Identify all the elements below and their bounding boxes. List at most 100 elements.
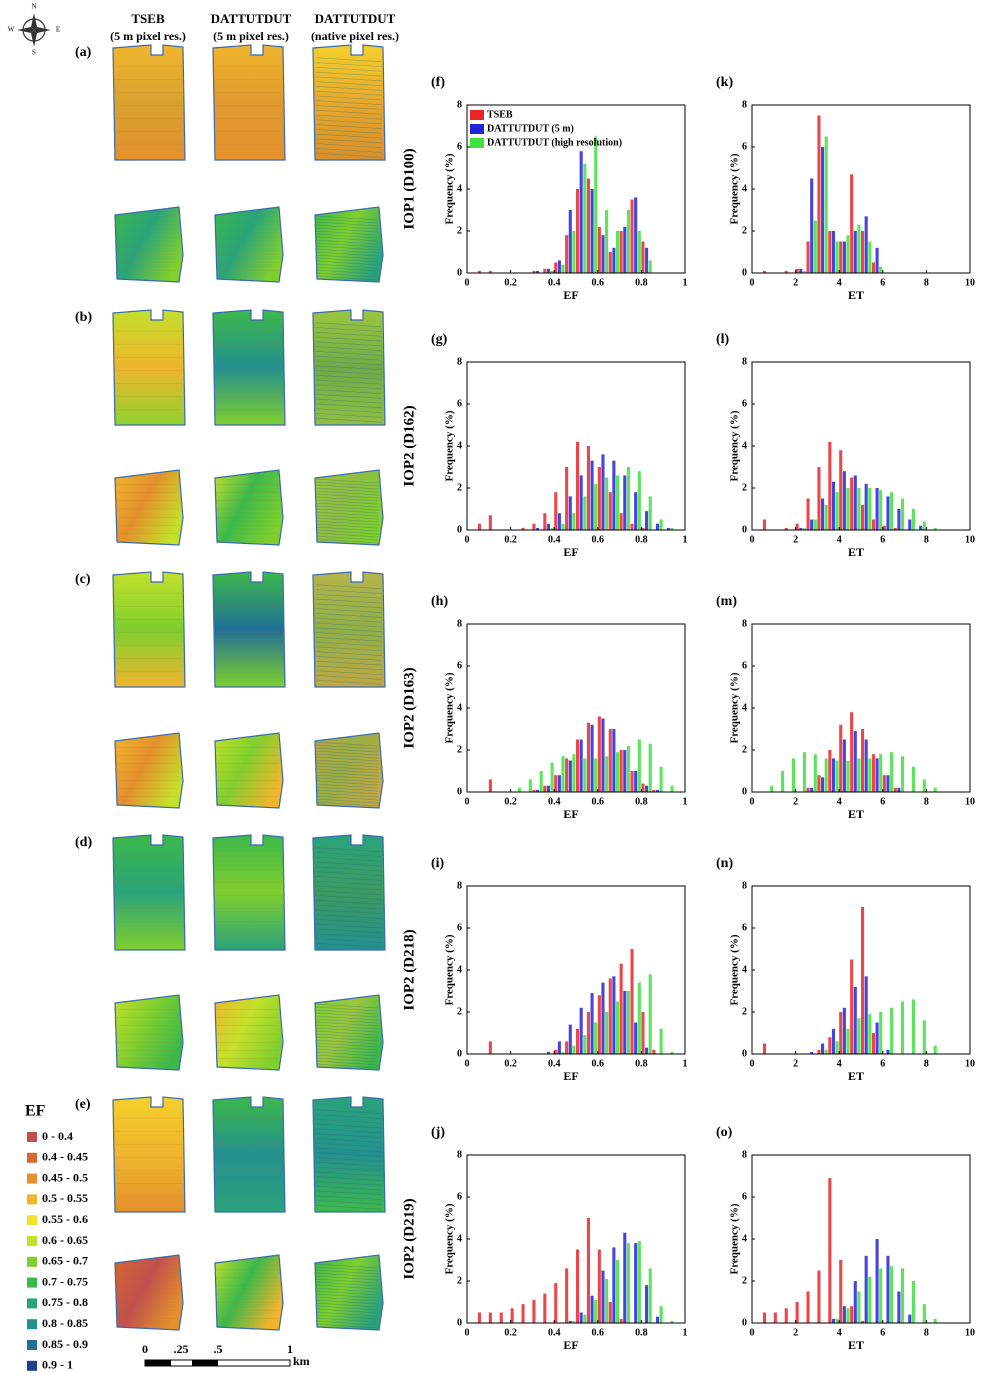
- map-texture: [315, 327, 383, 332]
- histogram-bar: [835, 241, 839, 273]
- histogram-bar: [868, 488, 872, 530]
- histogram-bar: [612, 729, 616, 792]
- histogram-bar: [623, 475, 627, 530]
- map-texture: [315, 1057, 379, 1063]
- histogram-bar: [528, 779, 532, 792]
- compass-letter: N: [31, 3, 36, 11]
- x-tick-label: 4: [837, 277, 842, 288]
- histogram-bar: [612, 1247, 616, 1323]
- column-title: DATTUTDUT: [315, 11, 396, 26]
- x-tick-label: 0.6: [592, 1327, 605, 1338]
- histogram-bar: [532, 1299, 536, 1323]
- histogram-bar: [857, 1291, 861, 1323]
- field-map: [212, 309, 286, 426]
- histogram-bar: [659, 1028, 663, 1054]
- legend-swatch: [27, 1360, 37, 1371]
- histogram-bar: [908, 519, 912, 530]
- histogram-bar: [623, 991, 627, 1054]
- map-texture: [315, 750, 379, 756]
- histogram-bar: [890, 492, 894, 530]
- histogram-bar: [561, 523, 565, 530]
- histogram-bar: [813, 754, 817, 792]
- map: [312, 1096, 386, 1213]
- map-texture: [315, 646, 383, 652]
- map-texture: [315, 71, 383, 77]
- y-tick-label: 6: [742, 922, 747, 933]
- x-tick-label: 0.6: [592, 796, 605, 807]
- histogram-bar: [879, 1012, 883, 1054]
- histogram-bar: [824, 504, 828, 530]
- histogram-bar: [648, 743, 652, 792]
- histogram-bar: [846, 235, 850, 273]
- map-texture: [315, 86, 383, 91]
- map-texture: [315, 904, 383, 910]
- map-texture: [315, 1195, 383, 1201]
- histogram-bar: [842, 1306, 846, 1323]
- field-map: [112, 309, 186, 426]
- histogram-bar: [864, 1255, 868, 1323]
- histogram-bar: [594, 136, 598, 273]
- histogram-bar: [900, 498, 905, 530]
- map-texture: [315, 1051, 379, 1057]
- map-texture: [315, 1060, 379, 1066]
- histogram-bar: [645, 785, 649, 792]
- histogram-bar: [615, 231, 620, 273]
- histogram-bar: [594, 1022, 598, 1054]
- map-texture: [315, 753, 379, 759]
- map-texture: [315, 1045, 379, 1051]
- x-tick-label: 4: [837, 534, 842, 545]
- histogram-bar: [583, 758, 587, 792]
- legend-label: 0.5 - 0.55: [42, 1191, 88, 1205]
- map: [112, 1096, 186, 1213]
- histogram-bar: [605, 1012, 609, 1054]
- map-texture: [315, 408, 383, 414]
- histogram-bar: [864, 483, 868, 530]
- y-tick-label: 6: [457, 1191, 462, 1202]
- histogram-bar: [762, 270, 766, 273]
- map-texture: [315, 1320, 379, 1326]
- histogram-bar: [799, 527, 803, 530]
- histogram-bar: [565, 758, 569, 792]
- x-tick-label: 0.2: [504, 1327, 517, 1338]
- histogram-bar: [576, 1028, 580, 1054]
- map-texture: [315, 336, 383, 342]
- x-tick-label: 6: [880, 277, 885, 288]
- histogram-bar: [900, 1001, 905, 1054]
- x-tick-label: 0.4: [548, 534, 561, 545]
- y-tick-label: 6: [457, 660, 462, 671]
- field-map: [114, 1254, 184, 1331]
- map-texture: [315, 269, 379, 275]
- histogram-bar: [799, 268, 803, 273]
- histogram-bar: [521, 1304, 525, 1323]
- map-texture: [315, 923, 383, 929]
- x-tick-label: 0.6: [592, 277, 605, 288]
- histogram-bar: [608, 1302, 612, 1323]
- panel-label: (m): [716, 594, 737, 609]
- field-map: [312, 834, 386, 951]
- histogram-bar: [648, 1268, 652, 1323]
- x-tick-label: 0.8: [635, 277, 648, 288]
- histogram-bar: [670, 527, 674, 530]
- map-texture: [315, 762, 379, 768]
- histogram-bar: [594, 758, 598, 792]
- map-texture: [315, 129, 383, 134]
- map-texture: [315, 1293, 379, 1299]
- x-tick-label: 8: [924, 534, 929, 545]
- y-tick-label: 0: [457, 1317, 462, 1328]
- x-tick-label: 10: [965, 1058, 975, 1069]
- histogram-bar: [590, 189, 594, 273]
- x-axis-label: EF: [563, 1338, 578, 1352]
- map-texture: [315, 801, 379, 807]
- histogram-bar: [861, 1320, 865, 1323]
- histogram-bar: [586, 722, 590, 792]
- x-tick-label: 6: [880, 1327, 885, 1338]
- histogram-bar: [835, 1041, 839, 1054]
- map-texture: [315, 777, 379, 783]
- x-tick-label: 0: [465, 1327, 470, 1338]
- histogram-bar: [594, 1299, 598, 1323]
- histogram-bar: [546, 268, 551, 273]
- x-tick-label: 1: [683, 277, 688, 288]
- scale-label: 0: [142, 1342, 148, 1356]
- histogram-bar: [784, 1308, 788, 1323]
- histogram-bar: [623, 226, 627, 273]
